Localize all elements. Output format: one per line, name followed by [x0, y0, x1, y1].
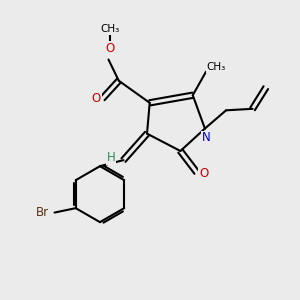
Text: Br: Br [36, 206, 49, 219]
Text: CH₃: CH₃ [100, 24, 120, 34]
Text: CH₃: CH₃ [207, 62, 226, 72]
Text: H: H [107, 151, 116, 164]
Text: O: O [92, 92, 101, 106]
Text: N: N [202, 131, 211, 145]
Text: O: O [199, 167, 208, 180]
Text: O: O [105, 42, 115, 55]
